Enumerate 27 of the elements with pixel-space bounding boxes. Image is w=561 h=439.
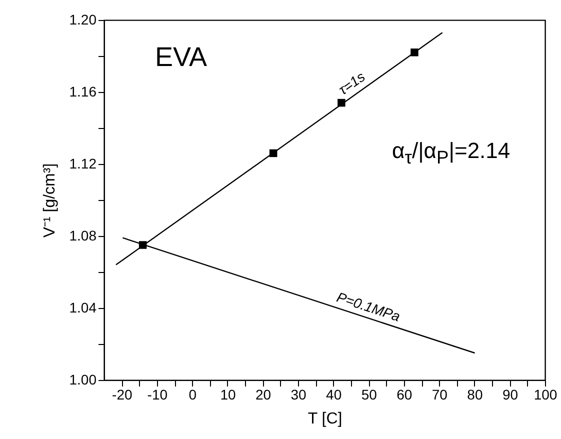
y-tick-label: 1.08 <box>69 228 97 244</box>
x-tick-label: 80 <box>467 386 483 402</box>
x-tick-label: 10 <box>220 386 236 402</box>
x-tick-label: 60 <box>396 386 412 402</box>
x-tick-label: 20 <box>255 386 272 402</box>
y-tick-label: 1.04 <box>69 300 97 316</box>
y-tick-label: 1.16 <box>69 84 97 100</box>
y-axis-title: V⁻¹ [g/cm³] <box>41 163 58 238</box>
annotation: EVA <box>155 42 208 73</box>
x-axis-title: T [C] <box>308 410 342 428</box>
x-tick-label: 30 <box>290 386 307 402</box>
x-tick-label: 0 <box>188 386 197 402</box>
point <box>338 98 346 107</box>
annotation: α$_{τ}$/|α$_{P}$|=2.14 <box>392 138 510 168</box>
x-tick-label: 100 <box>534 386 558 402</box>
y-tick-label: 1.20 <box>69 12 97 28</box>
x-tick-label: 70 <box>432 386 448 402</box>
x-tick-label: 50 <box>361 386 378 402</box>
annotation: τ=1s <box>336 68 368 98</box>
x-tick-label: -10 <box>147 386 168 402</box>
x-tick-label: 40 <box>326 386 342 402</box>
point <box>410 48 418 56</box>
x-tick-label: 90 <box>502 386 518 402</box>
y-tick-label: 1.00 <box>69 372 97 388</box>
y-tick-label: 1.12 <box>69 156 97 172</box>
point <box>269 149 278 158</box>
x-tick-label: -20 <box>112 386 132 402</box>
